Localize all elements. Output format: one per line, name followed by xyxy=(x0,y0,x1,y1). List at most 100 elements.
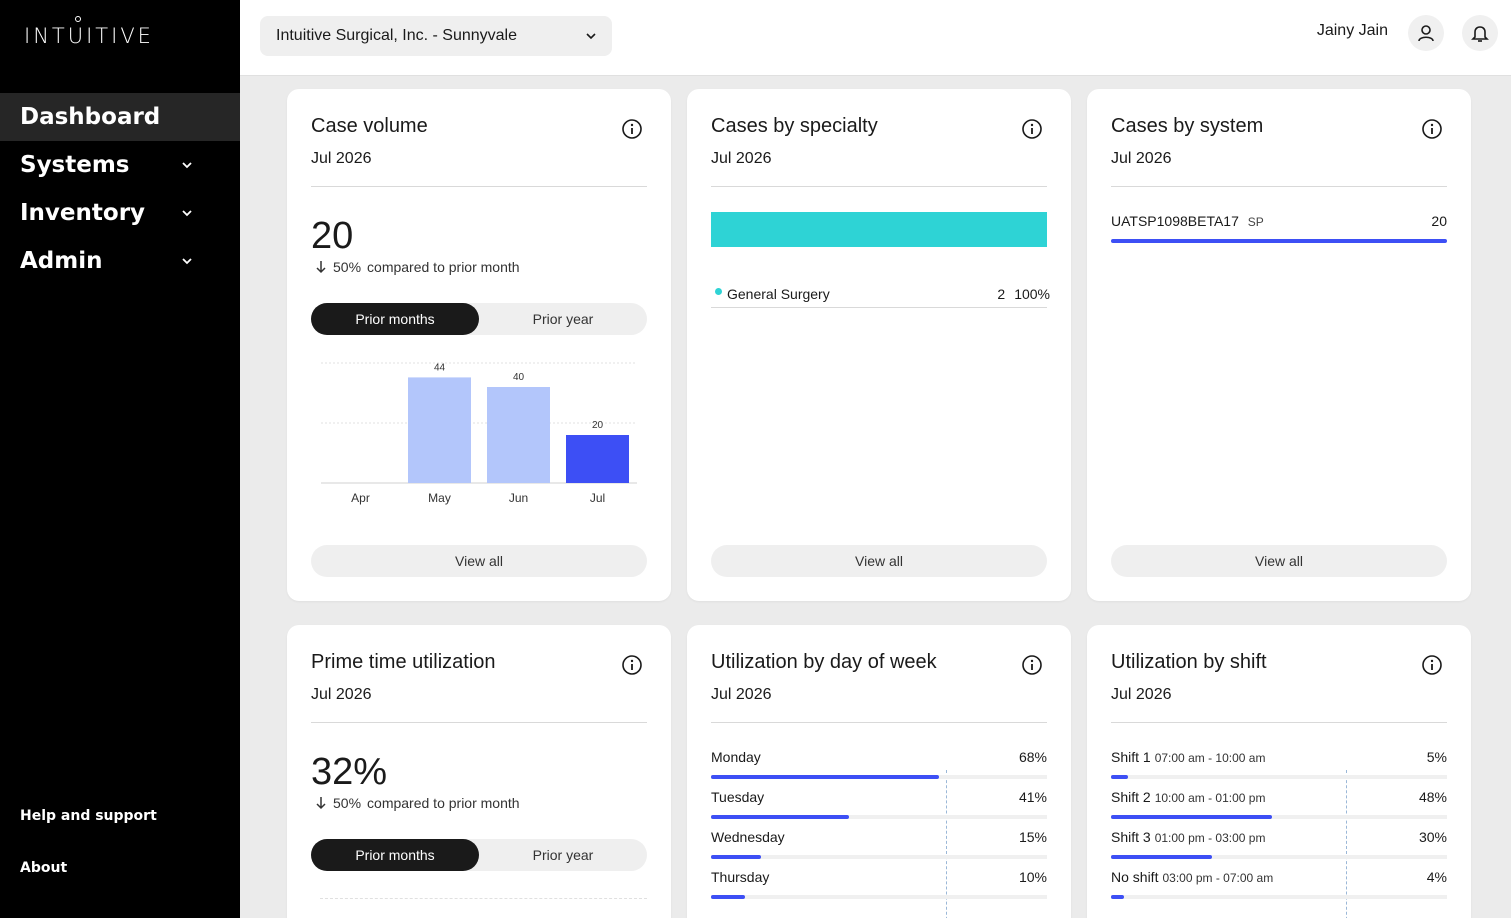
prime-time-utilization-card: Prime time utilization Jul 2026 32% 50% … xyxy=(287,625,671,918)
divider xyxy=(1111,722,1447,723)
user-name: Jainy Jain xyxy=(1316,22,1388,39)
shift-percent: 30% xyxy=(1418,829,1447,845)
card-date: Jul 2026 xyxy=(311,150,372,167)
list-item[interactable]: Thursday 10% xyxy=(711,869,1047,909)
view-all-button[interactable]: View all xyxy=(311,545,647,577)
arrow-down-icon xyxy=(316,797,326,810)
prior-year-button[interactable]: Prior year xyxy=(532,847,594,863)
prior-months-button[interactable]: Prior months xyxy=(311,303,479,335)
divider xyxy=(711,722,1047,723)
info-icon[interactable] xyxy=(1021,654,1043,676)
nav-item-dashboard[interactable]: Dashboard xyxy=(0,93,240,141)
divider xyxy=(311,186,647,187)
day-percent: 15% xyxy=(1018,829,1047,845)
shift-utilization-list: Shift 1 07:00 am - 10:00 am 5% Shift 2 10:… xyxy=(1111,749,1447,909)
card-title: Utilization by day of week xyxy=(711,651,937,673)
case-volume-value: 20 xyxy=(311,215,354,257)
chart-bar xyxy=(487,387,550,483)
user-profile-button[interactable] xyxy=(1408,15,1444,51)
specialty-count: 2 xyxy=(997,286,1006,302)
chart-tick-label: May xyxy=(428,491,451,505)
period-toggle: Prior months Prior year xyxy=(311,303,647,335)
list-item[interactable]: Shift 3 01:00 pm - 03:00 pm 30% xyxy=(1111,829,1447,869)
sidebar: INTUITIVE Dashboard Systems Inventory Ad… xyxy=(0,0,240,918)
list-item[interactable]: Shift 1 07:00 am - 10:00 am 5% xyxy=(1111,749,1447,789)
nav-item-inventory[interactable]: Inventory xyxy=(0,189,240,237)
prior-year-button[interactable]: Prior year xyxy=(532,311,594,327)
card-date: Jul 2026 xyxy=(1111,686,1172,703)
period-toggle: Prior months Prior year xyxy=(311,839,647,871)
help-and-support-link[interactable]: Help and support xyxy=(20,808,157,824)
delta-text: compared to prior month xyxy=(367,259,520,275)
nav-label: Systems xyxy=(20,152,130,178)
nav-item-systems[interactable]: Systems xyxy=(0,141,240,189)
list-item[interactable]: Shift 2 10:00 am - 01:00 pm 48% xyxy=(1111,789,1447,829)
list-item[interactable]: No shift 03:00 pm - 07:00 am 4% xyxy=(1111,869,1447,909)
shift-time: 10:00 am - 01:00 pm xyxy=(1154,791,1266,805)
chart-data-label: 40 xyxy=(513,372,525,383)
utilization-by-shift-card: Utilization by shift Jul 2026 Shift 1 07:… xyxy=(1087,625,1471,918)
nav-label: Dashboard xyxy=(20,104,161,130)
progress-fill xyxy=(711,775,940,779)
list-item[interactable]: Tuesday 41% xyxy=(711,789,1047,829)
info-icon[interactable] xyxy=(1021,118,1043,140)
progress-fill xyxy=(711,895,745,899)
list-item[interactable]: Wednesday 15% xyxy=(711,829,1047,869)
nav-label: Inventory xyxy=(20,200,146,226)
prior-months-button[interactable]: Prior months xyxy=(311,839,479,871)
info-icon[interactable] xyxy=(621,118,643,140)
chevron-down-icon xyxy=(182,210,192,217)
average-line xyxy=(1346,770,1347,918)
chart-bar xyxy=(408,377,471,483)
info-icon[interactable] xyxy=(621,654,643,676)
card-date: Jul 2026 xyxy=(711,150,772,167)
progress-track xyxy=(711,895,1047,899)
chevron-down-icon xyxy=(182,258,192,265)
card-date: Jul 2026 xyxy=(311,686,372,703)
about-link[interactable]: About xyxy=(20,860,68,876)
nav-item-admin[interactable]: Admin xyxy=(0,237,240,285)
shift-time: 03:00 pm - 07:00 am xyxy=(1162,871,1274,885)
info-icon[interactable] xyxy=(1421,118,1443,140)
shift-percent: 4% xyxy=(1426,869,1447,885)
shift-label: Shift 1 xyxy=(1111,749,1151,765)
system-tag: SP xyxy=(1247,215,1264,229)
divider xyxy=(1111,186,1447,187)
chevron-down-icon xyxy=(586,33,596,40)
delta-percent: 50% xyxy=(333,259,362,275)
shift-time: 07:00 am - 10:00 am xyxy=(1154,751,1266,765)
chart-data-label: 44 xyxy=(434,362,446,373)
system-row[interactable]: UATSP1098BETA17 SP 20 xyxy=(1111,213,1447,229)
legend-dot xyxy=(715,287,722,295)
chart-tick-label: Jul xyxy=(590,491,605,505)
cases-by-system-card: Cases by system Jul 2026 UATSP1098BETA17… xyxy=(1087,89,1471,601)
divider xyxy=(311,722,647,723)
system-count: 20 xyxy=(1431,213,1447,229)
chart-data-label: 20 xyxy=(592,420,604,431)
divider xyxy=(711,186,1047,187)
info-icon[interactable] xyxy=(1421,654,1443,676)
specialty-row[interactable]: General Surgery 2 100% xyxy=(711,281,1050,308)
notifications-button[interactable] xyxy=(1462,15,1498,51)
shift-time: 01:00 pm - 03:00 pm xyxy=(1154,831,1266,845)
delta-indicator: 50% compared to prior month xyxy=(315,259,520,275)
organization-select[interactable]: Intuitive Surgical, Inc. - Sunnyvale xyxy=(260,16,612,56)
chart-bar xyxy=(566,435,629,483)
progress-fill xyxy=(1111,815,1273,819)
case-volume-chart: Apr 44 May 40 Jun 20 Jul xyxy=(321,362,637,505)
progress-track xyxy=(711,855,1047,859)
shift-label: No shift xyxy=(1111,869,1159,885)
logo-text: INTUITIVE xyxy=(24,24,154,48)
progress-track xyxy=(1111,815,1447,819)
view-all-button[interactable]: View all xyxy=(1111,545,1447,577)
intuitive-logo[interactable]: INTUITIVE xyxy=(24,16,154,48)
logo-dot-icon xyxy=(75,16,81,22)
shift-percent: 48% xyxy=(1418,789,1447,805)
day-percent: 10% xyxy=(1018,869,1047,885)
view-all-button[interactable]: View all xyxy=(711,545,1047,577)
progress-fill xyxy=(1111,895,1125,899)
average-line xyxy=(946,770,947,918)
card-date: Jul 2026 xyxy=(711,686,772,703)
progress-track xyxy=(1111,775,1447,779)
list-item[interactable]: Monday 68% xyxy=(711,749,1047,789)
